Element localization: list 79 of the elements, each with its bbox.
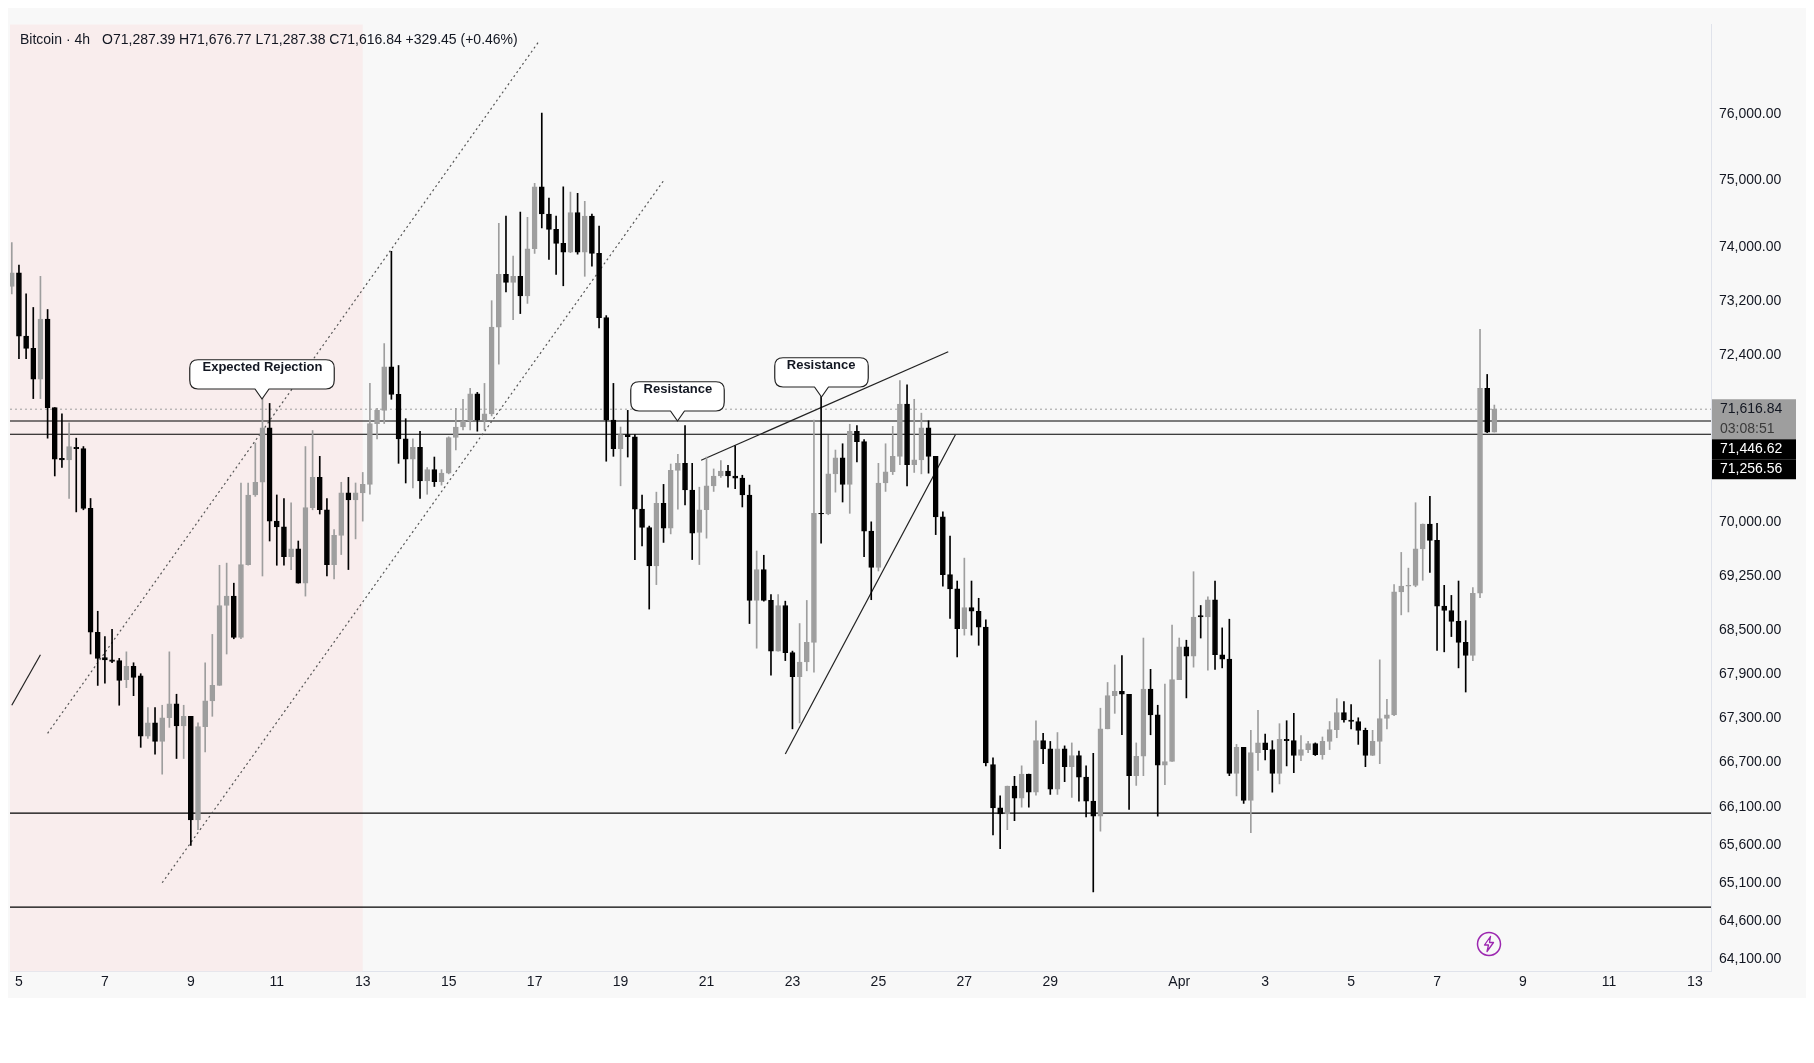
x-tick-label: 11 [1601,973,1617,990]
candlestick [273,494,280,566]
candlestick [209,634,216,717]
x-tick-label: 3 [1261,973,1270,990]
candlestick [180,704,187,759]
candlestick [503,215,509,293]
candlestick [675,453,681,510]
ref-line-label: 71,446.62 [1720,440,1783,457]
y-tick-label: 76,000.00 [1719,105,1782,122]
candlestick [1376,659,1383,765]
x-tick-label: 29 [1042,973,1059,990]
candlestick [1111,664,1118,714]
x-tick-label: 5 [1347,973,1356,990]
x-tick-label: 5 [15,973,24,990]
candlestick [252,442,259,497]
ref-line-label: 71,256.56 [1720,460,1783,477]
x-tick-label: 15 [440,973,457,990]
candlestick [1384,699,1390,730]
y-tick-label: 72,400.00 [1719,346,1782,363]
x-tick-label: 21 [698,973,715,990]
x-tick-label: 13 [354,973,371,990]
x-tick-label: 9 [186,973,195,990]
text: 03:08:51 [1720,420,1775,437]
candlestick [102,636,108,684]
x-tick-label: 19 [612,973,629,990]
candlestick [1068,742,1075,798]
x-tick-label: 7 [1433,973,1442,990]
y-tick-label: 74,000.00 [1719,237,1782,254]
y-tick-label: 65,100.00 [1719,873,1782,890]
candlestick [517,211,524,314]
text: O71,287.39 H71,676.77 L71,287.38 C71,616.84 +329.45 (+0.46%) [102,31,518,48]
y-tick-label: 73,200.00 [1719,291,1782,308]
y-tick-label: 68,500.00 [1719,620,1782,637]
candlestick [1255,710,1261,771]
y-tick-label: 69,250.00 [1719,566,1782,583]
annotation: Resistance [785,356,857,372]
x-tick-label: 23 [784,973,801,990]
annotation: Expected Rejection [201,358,324,374]
candlestick [23,293,29,359]
x-tick-label: 13 [1687,973,1703,990]
candlestick [288,502,294,570]
candlestick [538,112,545,229]
candlestick [725,465,731,488]
y-tick-label: 66,100.00 [1719,797,1782,814]
y-tick-label: 65,600.00 [1719,835,1782,852]
x-tick-label: 25 [870,973,887,990]
y-tick-label: 66,700.00 [1719,753,1782,770]
x-tick-label: 11 [269,973,285,990]
text: Bitcoin · 4h [20,31,91,48]
annotation: Resistance [642,381,714,396]
candlestick [1348,704,1354,730]
ref-line-label: 71,616.84 [1720,400,1783,417]
y-tick-label: 64,600.00 [1719,911,1782,928]
x-tick-label: 7 [101,973,109,990]
y-tick-label: 67,900.00 [1719,664,1782,681]
candlestick [1219,627,1226,669]
candlestick [359,472,366,522]
candlestick [1197,605,1204,639]
y-tick-label: 75,000.00 [1719,170,1782,187]
x-tick-label: 27 [956,973,973,990]
y-tick-label: 70,000.00 [1719,513,1782,530]
x-tick-label: Apr [1168,973,1191,990]
candlestick [1162,683,1168,785]
candlestick [560,186,567,287]
x-tick-label: 17 [526,973,543,990]
candlestick [947,535,953,619]
candlestick [1398,552,1405,616]
candlestick [553,215,559,275]
candlestick [1462,620,1469,693]
x-tick-label: 9 [1519,973,1528,990]
candlestick [1427,496,1433,573]
y-tick-label: 67,300.00 [1719,708,1782,725]
y-tick-label: 64,100.00 [1719,950,1782,967]
candlestick [109,629,115,664]
candlestick [510,255,516,321]
candlestick [1119,655,1125,736]
candlestick [1441,585,1448,653]
candlestick [718,460,724,478]
candlestick [66,422,72,499]
